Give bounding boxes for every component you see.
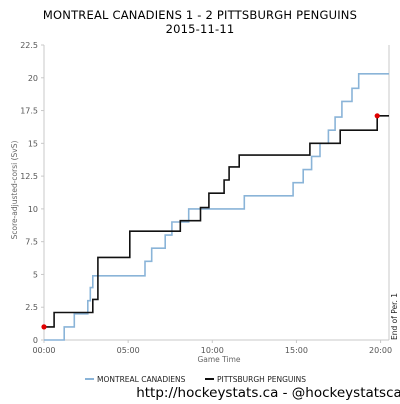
x-axis-label: Game Time — [197, 355, 240, 364]
x-tick-label: 20:00 — [369, 346, 392, 355]
x-tick-label: 00:00 — [32, 346, 55, 355]
period-end-annotation: End of Per. 1 — [390, 293, 399, 340]
series-line-montreal-canadiens — [44, 73, 389, 341]
y-tick-label: 2.5 — [25, 303, 38, 312]
legend-label: PITTSBURGH PENGUINS — [217, 375, 306, 384]
y-tick-label: 17.5 — [20, 107, 38, 116]
x-tick-label: 05:00 — [117, 346, 140, 355]
y-axis-ticks: 0 2.5 5 7.5 10 12.5 15 17.5 20 22.5 — [20, 41, 44, 345]
x-axis-ticks: 00:00 05:00 10:00 15:00 20:00 — [32, 340, 392, 355]
plot-area — [43, 45, 390, 341]
chart-title: MONTREAL CANADIENS 1 - 2 PITTSBURGH PENG… — [43, 8, 357, 22]
y-tick-label: 7.5 — [25, 238, 38, 247]
chart-subtitle: 2015-11-11 — [166, 22, 235, 36]
footer-credit: http://hockeystats.ca - @hockeystatsca — [136, 385, 400, 400]
legend: MONTREAL CANADIENS PITTSBURGH PENGUINS — [85, 375, 306, 384]
goal-marker — [374, 113, 380, 119]
series-line-pittsburgh-penguins — [44, 115, 389, 328]
y-tick-label: 0 — [33, 336, 38, 345]
y-tick-label: 15 — [28, 139, 38, 148]
y-tick-label: 20 — [28, 74, 38, 83]
series-lines — [44, 73, 389, 341]
x-tick-label: 10:00 — [201, 346, 224, 355]
y-tick-label: 12.5 — [20, 172, 38, 181]
y-tick-label: 22.5 — [20, 41, 38, 50]
series-markers — [41, 113, 380, 330]
x-tick-label: 15:00 — [285, 346, 308, 355]
y-tick-label: 10 — [28, 205, 38, 214]
y-axis-label: Score-adjusted-corsi (SvS) — [10, 141, 19, 240]
goal-marker — [41, 324, 47, 330]
legend-label: MONTREAL CANADIENS — [97, 375, 186, 384]
y-tick-label: 5 — [33, 270, 38, 279]
